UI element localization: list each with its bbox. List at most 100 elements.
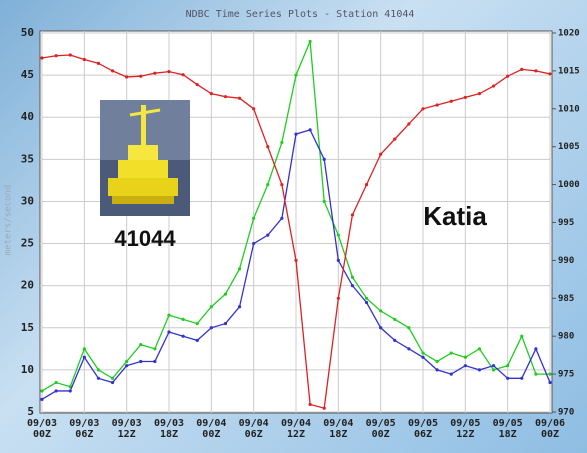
x-tick-label: 09/05 18Z	[492, 418, 523, 440]
y2-tick-label: 1015	[558, 66, 580, 76]
point	[153, 347, 157, 351]
x-tick-label: 09/05 06Z	[407, 418, 439, 440]
point	[336, 296, 340, 300]
point	[223, 321, 228, 326]
point	[449, 372, 453, 376]
point	[237, 305, 242, 309]
point	[308, 128, 312, 132]
y-tick-label: 30	[21, 194, 34, 207]
point	[548, 372, 552, 376]
chart-title: NDBC Time Series Plots - Station 41044	[186, 9, 415, 20]
point	[350, 213, 355, 217]
point	[477, 92, 482, 96]
point	[96, 368, 101, 372]
point	[379, 309, 383, 313]
y2-tick-label: 1005	[558, 142, 580, 152]
point	[322, 199, 326, 204]
point	[336, 233, 340, 237]
point	[223, 292, 228, 296]
point	[40, 397, 44, 401]
point	[125, 364, 129, 368]
point	[54, 54, 58, 58]
point	[548, 380, 552, 385]
point	[379, 152, 383, 156]
point	[294, 258, 298, 262]
point	[322, 157, 326, 161]
point	[68, 53, 72, 57]
y-tick-label: 40	[21, 110, 34, 123]
point	[379, 326, 383, 330]
point	[322, 406, 326, 410]
point	[421, 355, 425, 359]
point	[491, 368, 496, 372]
point	[82, 355, 86, 359]
point	[266, 183, 270, 187]
point	[280, 140, 284, 145]
y2-tick-label: 990	[558, 256, 574, 266]
point	[195, 321, 199, 326]
point	[350, 275, 355, 279]
point	[82, 57, 86, 62]
point	[110, 376, 115, 380]
y-tick-label: 50	[21, 26, 34, 39]
point	[223, 95, 228, 99]
point	[280, 216, 284, 220]
point	[308, 39, 312, 44]
point	[463, 364, 467, 368]
y2-tick-label: 985	[558, 294, 574, 304]
point	[195, 82, 199, 87]
point	[181, 73, 185, 77]
point	[364, 300, 369, 305]
point	[407, 326, 411, 330]
point	[167, 313, 171, 317]
point	[153, 71, 157, 75]
y2-tick-label: 980	[558, 332, 574, 342]
point	[449, 99, 453, 103]
point	[181, 317, 185, 321]
x-tick-label: 09/04 12Z	[280, 418, 312, 440]
point	[407, 122, 411, 126]
point	[167, 330, 171, 334]
x-tick-label: 09/06 00Z	[534, 418, 566, 440]
point	[435, 103, 439, 107]
point	[308, 402, 312, 407]
point	[491, 84, 496, 88]
point	[421, 351, 425, 355]
storm-label: Katia	[423, 201, 487, 231]
point	[393, 338, 397, 343]
point	[209, 92, 213, 96]
point	[252, 107, 256, 111]
point	[350, 284, 355, 288]
y-tick-label: 25	[21, 237, 34, 250]
y2-tick-label: 970	[558, 408, 574, 418]
point	[534, 69, 538, 73]
point	[520, 334, 524, 338]
station-label: 41044	[114, 226, 176, 251]
point	[435, 359, 439, 364]
point	[110, 380, 115, 385]
x-tick-label: 09/03 00Z	[26, 418, 58, 440]
point	[82, 347, 86, 351]
point	[294, 73, 298, 77]
point	[407, 347, 411, 351]
point	[209, 326, 213, 330]
point	[520, 376, 524, 380]
point	[449, 351, 453, 355]
point	[139, 343, 143, 347]
point	[421, 107, 425, 111]
x-tick-label: 09/03 06Z	[69, 418, 100, 440]
y-tick-label: 15	[21, 321, 34, 334]
point	[252, 216, 256, 220]
point	[195, 338, 199, 343]
point	[506, 74, 510, 78]
point	[364, 296, 369, 300]
x-tick-label: 09/04 00Z	[196, 418, 227, 440]
point	[68, 389, 72, 393]
point	[139, 359, 143, 364]
point	[252, 241, 256, 246]
point	[54, 389, 58, 393]
point	[237, 267, 242, 271]
point	[153, 359, 157, 364]
point	[266, 233, 270, 237]
